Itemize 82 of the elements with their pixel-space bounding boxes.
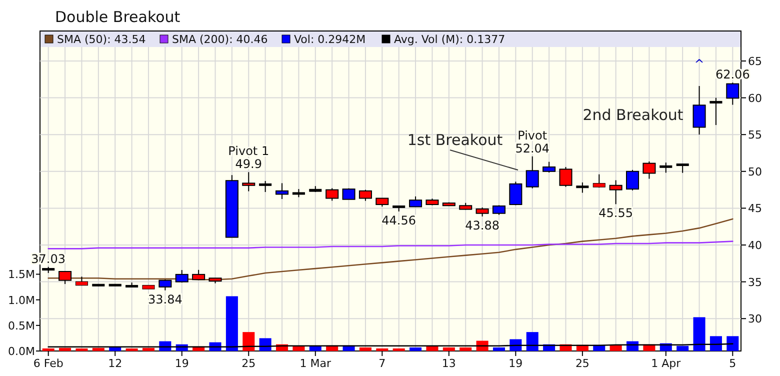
bar [92,348,104,351]
annotation: 43.88 [465,218,500,232]
x-tick-label: 13 [442,357,456,370]
bar [726,336,739,351]
y2-tick-label: 0.5M [8,319,35,332]
candlestick [676,163,689,174]
y-tick-label: 50 [748,165,762,178]
bar [710,336,722,351]
candlestick [592,174,606,188]
candlestick [242,172,256,192]
bar [142,348,154,351]
annotation: 33.84 [148,292,182,306]
x-tick-label: 19 [174,357,189,370]
x-tick-label: 1 Apr [651,357,682,370]
legend-label: Avg. Vol (M): 0.1377 [394,33,506,46]
candlestick [576,182,589,194]
bar [526,332,538,351]
candlestick [409,196,422,208]
y2-tick-label: 0.0M [8,345,35,358]
bar [460,347,472,351]
bar [376,348,388,351]
bar [126,348,138,351]
y2-tick-label: 1.0M [8,294,35,307]
candlestick [276,182,289,200]
x-tick-label: 5 [729,357,736,370]
y2-tick-label: 1.5M [8,268,35,282]
legend-label: SMA (200): 40.46 [172,33,268,46]
candlestick [710,97,722,126]
bar [359,347,372,351]
chart-title: Double Breakout [55,8,180,26]
bar [676,346,689,351]
x-tick-label: 1 Mar [300,357,332,370]
annotation: Pivot 1 49.9 [228,144,270,172]
bar [242,332,255,351]
candlestick [559,166,572,188]
y-tick-label: 65 [748,54,762,68]
candlestick [642,160,656,180]
bar [109,347,122,351]
annotation: Pivot 52.04 [515,128,550,156]
annotation: 45.55 [598,206,633,220]
x-tick-label: 12 [108,357,122,370]
candlestick [609,180,622,205]
candlestick [526,156,539,189]
bar [410,347,422,351]
y-tick-label: 60 [748,92,762,105]
bar [492,347,505,351]
annotation: 2nd Breakout [582,106,684,124]
legend-label: SMA (50): 43.54 [57,33,146,46]
candlestick [542,161,556,173]
candlestick [509,181,522,206]
bar [59,348,72,351]
y-tick-label: 40 [748,239,762,252]
bar [42,348,54,351]
candlestick [626,169,640,191]
bar [442,347,455,351]
candlestick [175,270,188,284]
bar [693,317,706,351]
annotation: 1st Breakout [407,131,503,149]
candlestick [192,269,206,280]
x-tick-label: 25 [575,357,590,370]
candlestick [660,162,672,174]
y-tick-label: 30 [748,312,762,326]
bar [76,348,88,351]
x-tick-label: 25 [242,357,256,370]
annotation: ^ [694,57,704,72]
y-tick-label: 45 [748,202,762,216]
bar [226,296,238,351]
candlestick [158,279,172,291]
candlestick [58,270,72,285]
candlestick [358,189,372,202]
x-tick-label: 19 [508,357,523,370]
line-series [48,240,734,250]
candlestick [326,188,339,202]
y-tick-label: 35 [748,276,762,289]
legend-label: Vol: 0.2942M [294,33,366,46]
bar [392,348,405,351]
x-tick-label: 7 [378,357,386,370]
candlestick [259,180,272,193]
x-tick-label: 6 Feb [33,357,64,370]
y-tick-label: 55 [748,128,762,142]
candlestick [692,86,706,136]
annotation: 44.56 [382,213,416,228]
